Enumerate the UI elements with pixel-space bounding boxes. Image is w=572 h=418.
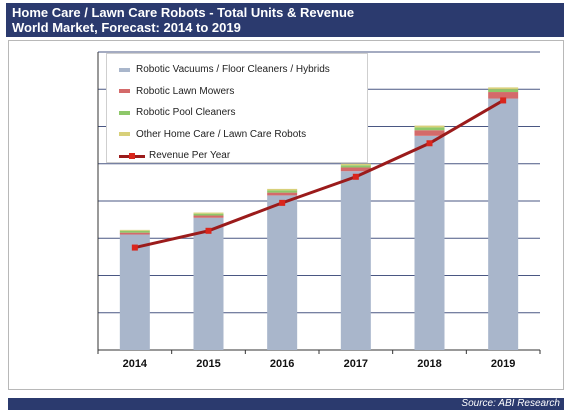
source-bar: Source: ABI Research: [8, 398, 564, 410]
revenue-marker-2019: [500, 97, 507, 104]
chart-title-bar: Home Care / Lawn Care Robots - Total Uni…: [6, 3, 564, 37]
bar-segment-vacuums-2019: [488, 98, 519, 350]
legend-label-pool-cleaners: Robotic Pool Cleaners: [136, 107, 236, 119]
bar-segment-vacuums-2014: [119, 234, 150, 350]
revenue-marker-2018: [426, 140, 433, 147]
revenue-marker-2015: [205, 227, 212, 234]
revenue-marker-2014: [131, 244, 138, 251]
revenue-marker-2017: [352, 173, 359, 180]
legend-label-other-robots: Other Home Care / Lawn Care Robots: [136, 128, 307, 140]
legend-label-revenue: Revenue Per Year: [149, 150, 231, 162]
bar-segment-other-robots-2014: [119, 229, 150, 231]
revenue-marker-2016: [279, 199, 286, 206]
legend-item-pool-cleaners: Robotic Pool Cleaners: [119, 102, 367, 124]
x-tick-label-2016: 2016: [270, 358, 294, 370]
legend-item-revenue: Revenue Per Year: [119, 145, 367, 167]
bar-segment-other-robots-2015: [193, 212, 224, 214]
bar-segment-other-robots-2017: [340, 163, 371, 166]
bar-segment-lawn-mowers-2015: [193, 215, 224, 218]
legend-swatch-vacuums: [119, 67, 130, 72]
legend-swatch-other-robots: [119, 132, 130, 137]
x-tick-label-2015: 2015: [196, 358, 220, 370]
legend-swatch-revenue: [119, 151, 145, 161]
bar-segment-pool-cleaners-2016: [267, 190, 298, 193]
legend-label-vacuums: Robotic Vacuums / Floor Cleaners / Hybri…: [136, 64, 330, 76]
x-tick-label-2017: 2017: [344, 358, 368, 370]
legend-swatch-lawn-mowers: [119, 89, 130, 94]
revenue-line: [134, 99, 504, 250]
legend-label-lawn-mowers: Robotic Lawn Mowers: [136, 85, 235, 97]
bar-segment-lawn-mowers-2018: [414, 130, 445, 136]
legend-swatch-pool-cleaners: [119, 110, 130, 115]
bar-segment-lawn-mowers-2017: [340, 167, 371, 172]
bar-segment-other-robots-2016: [267, 188, 298, 191]
bar-segment-lawn-mowers-2019: [488, 92, 519, 99]
chart-title-line1: Home Care / Lawn Care Robots - Total Uni…: [12, 5, 355, 20]
legend-item-vacuums: Robotic Vacuums / Floor Cleaners / Hybri…: [119, 59, 367, 81]
x-tick-label-2018: 2018: [417, 358, 441, 370]
bar-segment-pool-cleaners-2018: [414, 127, 445, 131]
bar-segment-pool-cleaners-2019: [488, 89, 519, 93]
x-tick-label-2019: 2019: [491, 358, 515, 370]
bar-segment-vacuums-2017: [340, 171, 371, 350]
bar-segment-vacuums-2016: [267, 195, 298, 350]
chart-title-line2: World Market, Forecast: 2014 to 2019: [12, 20, 241, 35]
legend-item-lawn-mowers: Robotic Lawn Mowers: [119, 81, 367, 103]
bar-segment-lawn-mowers-2014: [119, 232, 150, 235]
x-tick-label-2014: 2014: [123, 358, 148, 370]
legend-item-other-robots: Other Home Care / Lawn Care Robots: [119, 124, 367, 146]
bar-segment-other-robots-2018: [414, 125, 445, 128]
bar-segment-pool-cleaners-2017: [340, 165, 371, 168]
bar-segment-other-robots-2019: [488, 87, 519, 90]
bar-segment-vacuums-2018: [414, 135, 445, 350]
bar-segment-vacuums-2015: [193, 217, 224, 350]
bar-segment-pool-cleaners-2014: [119, 230, 150, 233]
bar-segment-pool-cleaners-2015: [193, 213, 224, 216]
chart-legend: Robotic Vacuums / Floor Cleaners / Hybri…: [106, 53, 368, 163]
bar-segment-lawn-mowers-2016: [267, 192, 298, 196]
source-text: Source: ABI Research: [461, 398, 560, 409]
